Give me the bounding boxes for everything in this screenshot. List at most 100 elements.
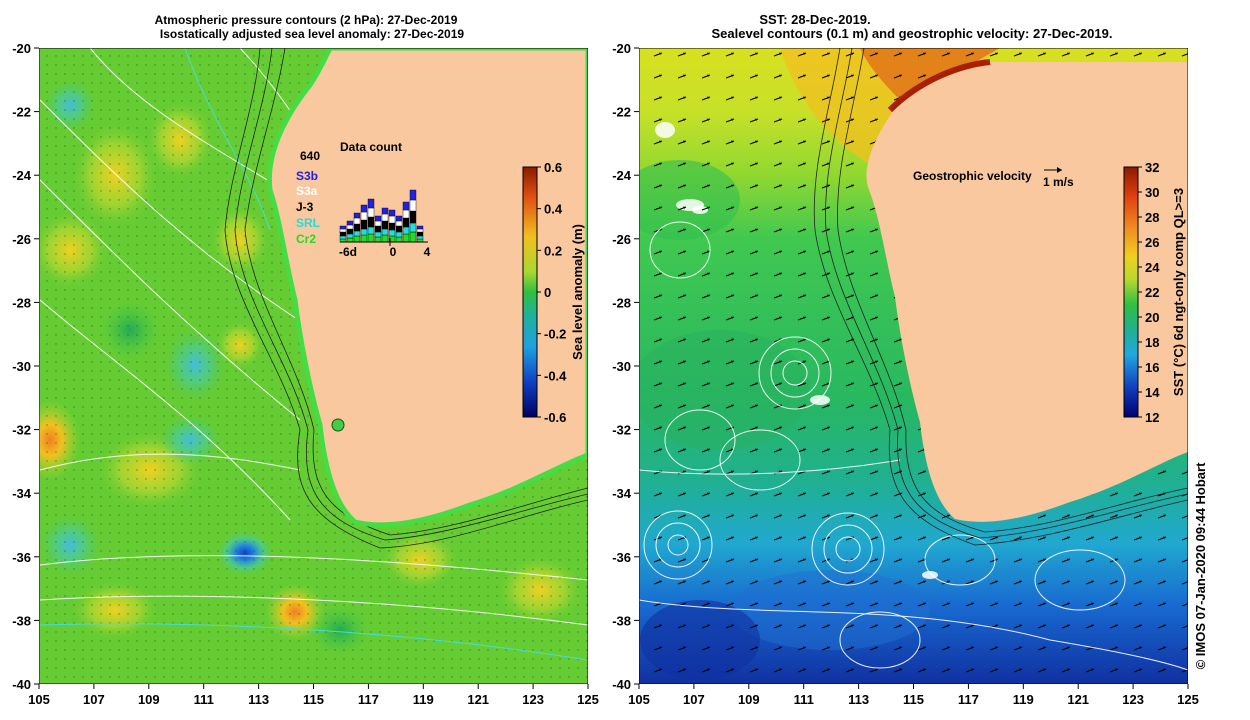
lon-tick-label: 123	[1122, 692, 1144, 707]
data-count-bar-segment	[409, 189, 417, 201]
velocity-legend: Geostrophic velocity 1 m/s	[913, 167, 1074, 189]
data-count-bar-segment	[388, 222, 396, 231]
velocity-scale-arrowhead	[1057, 167, 1062, 173]
lon-tick-label: 111	[194, 692, 214, 707]
lon-tick-label: 121	[467, 692, 489, 707]
data-count-bar-segment	[416, 228, 424, 233]
lat-tick-label: -30	[12, 359, 31, 374]
data-count-bar-segment	[381, 213, 389, 222]
data-count-bar-segment	[374, 220, 382, 227]
data-count-bar-segment	[381, 220, 389, 230]
lat-tick-label: -32	[12, 423, 31, 438]
colorbar-tick-label: 26	[1145, 235, 1159, 250]
right-title-line1: SST: 28-Dec-2019.	[759, 12, 870, 27]
colorbar-tick-label: 0	[544, 285, 551, 300]
data-count-bar-segment	[395, 225, 403, 233]
legend-sat-s3b: S3b	[296, 169, 318, 183]
data-count-bar-segment	[381, 207, 389, 215]
legend-sat-j3: J-3	[296, 200, 314, 214]
colorbar-tick-label: 18	[1145, 335, 1159, 350]
lon-tick-label: 119	[413, 692, 434, 707]
colorbar-tick-label: 0.4	[544, 202, 563, 217]
data-count-bar-segment	[339, 231, 347, 237]
lat-tick-label: -34	[12, 486, 32, 501]
colorbar-tick-label: 20	[1145, 310, 1159, 325]
data-count-bar-segment	[388, 209, 396, 217]
data-count-bar-segment	[395, 231, 403, 238]
data-count-bar-segment	[353, 230, 361, 237]
colorbar-tick-label: 0.6	[544, 160, 562, 175]
data-count-bar-segment	[367, 216, 375, 228]
data-count-bar-segment	[409, 231, 417, 243]
data-count-bar-segment	[374, 215, 382, 222]
data-count-title: Data count	[340, 140, 402, 154]
lon-tick-label: 121	[1067, 692, 1089, 707]
lon-tick-label: 123	[522, 692, 544, 707]
lon-tick-label: 119	[1013, 692, 1034, 707]
lat-tick-label: -32	[612, 423, 631, 438]
lon-tick-label: 105	[628, 692, 650, 707]
data-count-xtick-end: 4	[424, 245, 431, 259]
data-count-bar-segment	[381, 228, 389, 236]
lon-tick-label: 115	[903, 692, 924, 707]
left-lon-axis: 105 107 109 111 113 115 117 119 121 123 125	[28, 684, 599, 707]
lon-tick-label: 115	[303, 692, 324, 707]
lon-tick-label: 107	[83, 692, 105, 707]
data-count-bar-segment	[367, 233, 375, 243]
data-count-bar-segment	[346, 220, 354, 226]
data-count-bar-segment	[395, 236, 403, 243]
data-count-xtick-zero: 0	[390, 245, 397, 259]
colorbar-tick-label: 12	[1145, 410, 1159, 425]
sla-colorbar: 0.6 0.4 0.2 0 -0.2 -0.4 -0.6 Sea level anomaly…	[522, 160, 585, 425]
lat-tick-label: -24	[12, 168, 32, 183]
lat-tick-label: -38	[612, 613, 631, 628]
left-map-panel: Atmospheric pressure contours (2 hPa): 2…	[12, 13, 599, 707]
sst-colorbar-label: SST (°C) 6d ngt-only comp QL>=3	[1171, 188, 1186, 396]
data-count-bar-segment	[409, 199, 417, 212]
lat-tick-label: -28	[12, 295, 31, 310]
data-count-bar-segment	[346, 228, 354, 235]
data-count-bar-segment	[353, 217, 361, 225]
left-title-line1: Atmospheric pressure contours (2 hPa): 2…	[155, 13, 458, 27]
colorbar-tick-label: 14	[1145, 385, 1160, 400]
data-count-bar-segment	[402, 226, 410, 235]
colorbar-tick-label: 32	[1145, 160, 1159, 175]
data-count-bar-segment	[360, 228, 368, 236]
data-count-bar-segment	[339, 235, 347, 240]
data-count-bar-segment	[339, 228, 347, 233]
lat-tick-label: -30	[612, 359, 631, 374]
colorbar-tick-label: 0.2	[544, 243, 562, 258]
lat-tick-label: -20	[12, 41, 31, 56]
legend-sat-cr2: Cr2	[296, 232, 316, 246]
colorbar-tick-label: -0.6	[544, 410, 566, 425]
data-count-bar-segment	[388, 215, 396, 224]
lat-tick-label: -22	[12, 105, 31, 120]
lat-tick-label: -26	[12, 232, 31, 247]
lon-tick-label: 109	[138, 692, 160, 707]
data-count-max-label: 640	[300, 149, 320, 163]
data-count-bar-segment	[353, 212, 361, 219]
data-count-bar-segment	[402, 233, 410, 243]
data-count-bar-segment	[346, 233, 354, 239]
left-title-line2: Isostatically adjusted sea level anomaly…	[160, 27, 464, 41]
data-count-bar-segment	[346, 224, 354, 230]
data-count-bar-segment	[395, 220, 403, 227]
data-count-bar-segment	[374, 236, 382, 243]
lat-tick-label: -22	[612, 105, 631, 120]
legend-sat-srl: SRL	[296, 216, 320, 230]
data-count-bar-segment	[360, 204, 368, 213]
data-count-bar-segment	[367, 198, 375, 209]
data-count-bar-segment	[367, 226, 375, 235]
lat-tick-label: -36	[612, 550, 631, 565]
lat-tick-label: -28	[612, 295, 631, 310]
data-count-bar-segment	[374, 231, 382, 238]
lon-tick-label: 117	[958, 692, 979, 707]
data-count-bar-segment	[416, 235, 424, 240]
data-count-bar-segment	[346, 237, 354, 243]
right-lon-axis: 105 107 109 111 113 115 117 119 121 123 125	[628, 684, 1199, 707]
sla-colorbar-label: Sea level anomaly (m)	[570, 224, 585, 360]
data-count-bar-segment	[409, 210, 417, 224]
colorbar-tick-label: 30	[1145, 185, 1159, 200]
lat-tick-label: -38	[12, 613, 31, 628]
lon-tick-label: 125	[577, 692, 599, 707]
